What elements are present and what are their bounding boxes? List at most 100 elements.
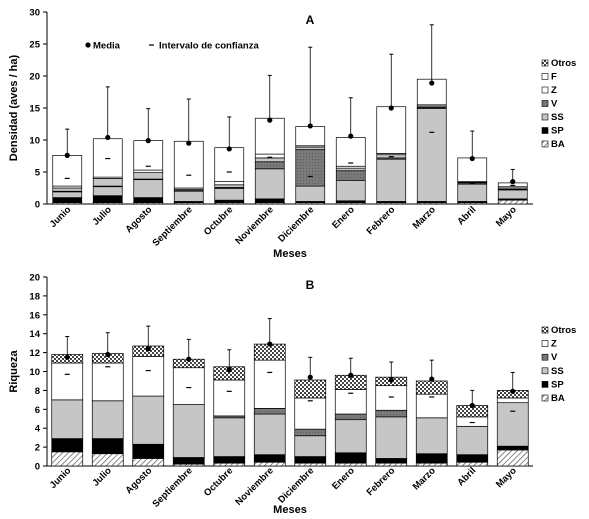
bar-segment-v — [295, 149, 326, 187]
mean-marker — [267, 341, 273, 347]
bar-stack — [51, 354, 84, 467]
x-tick-label: Julio — [90, 204, 114, 228]
bar-segment-z — [253, 359, 286, 409]
bar-segment-sp — [92, 195, 123, 204]
bar-segment-z — [133, 169, 164, 173]
bar-segment-ba — [334, 462, 367, 467]
x-tick-label: Mayo — [494, 465, 519, 490]
bar-segment-ss2 — [214, 184, 245, 188]
bar-stack — [415, 380, 448, 467]
bar-segment-ss — [376, 158, 407, 202]
bar-segment-z — [496, 397, 529, 404]
legend-label: SP — [551, 126, 564, 137]
bar-segment-sp — [334, 452, 367, 464]
x-tick-label: Enero — [330, 204, 357, 231]
mean-marker — [348, 372, 354, 378]
panel-title: A — [306, 13, 315, 27]
bar-stack — [375, 376, 408, 467]
y-tick-label: 0 — [35, 200, 40, 211]
legend-swatch — [541, 353, 549, 361]
bar-segment-f — [173, 140, 204, 189]
legend-label: Z — [551, 85, 557, 96]
bar-stack — [132, 345, 165, 467]
bar-segment-z — [172, 367, 205, 405]
x-tick-label: Diciembre — [276, 204, 316, 244]
bar-stack — [497, 182, 528, 205]
bar-stack — [52, 155, 83, 205]
bar-segment-v — [294, 428, 327, 437]
bar-segment-ss — [456, 425, 489, 456]
mean-marker — [429, 376, 435, 382]
bar-segment-ss — [172, 404, 205, 458]
bar-segment-ss — [496, 402, 529, 447]
y-axis-label: Riqueza — [8, 350, 20, 393]
bar-segment-z — [91, 362, 124, 402]
y-tick-label: 5 — [35, 168, 41, 179]
x-tick-label: Octubre — [202, 204, 236, 238]
bar-segment-ba — [294, 462, 327, 467]
bar-segment-f — [295, 126, 326, 147]
bar-segment-sp — [456, 454, 489, 463]
mean-marker — [267, 117, 273, 123]
bar-stack — [92, 138, 123, 205]
bar-segment-v — [335, 170, 366, 181]
legend-swatch — [541, 113, 549, 121]
bar-stack — [133, 140, 164, 205]
x-tick-label: Abril — [455, 204, 478, 227]
bar-segment-ss — [91, 400, 124, 439]
bar-segment-f — [214, 147, 245, 182]
bar-segment-v — [254, 161, 285, 170]
mean-marker — [145, 346, 151, 352]
legend-label: Otros — [551, 58, 576, 69]
bar-stack — [173, 140, 204, 205]
bar-stack — [457, 157, 488, 205]
y-tick-label: 14 — [29, 329, 40, 340]
mean-marker — [307, 374, 313, 380]
bar-segment-z — [213, 379, 246, 417]
bar-stack — [376, 106, 407, 205]
y-tick-label: 10 — [29, 367, 40, 378]
bar-segment-ba — [456, 461, 489, 467]
bar-stack — [335, 137, 366, 205]
mean-marker — [64, 354, 70, 360]
y-tick-label: 10 — [29, 136, 40, 147]
bar-segment-otros — [415, 380, 448, 395]
panel-a: 0 5 10 15 20 25 30 A Densidad (aves / ha) Meses Ju… — [8, 8, 576, 261]
mean-marker — [105, 351, 111, 358]
x-axis-label: Meses — [273, 248, 307, 260]
x-tick-label: Febrero — [365, 465, 398, 498]
bar-segment-ss2 — [52, 187, 83, 192]
bar-segment-sp — [496, 445, 529, 451]
legend-swatch — [541, 326, 549, 334]
bar-segment-f — [376, 106, 407, 154]
panel-title: B — [306, 278, 315, 292]
x-tick-label: Septiembre — [151, 204, 195, 248]
bar-segment-ss — [375, 416, 408, 459]
bar-segment-ss — [415, 417, 448, 455]
bar-segment-sp — [172, 457, 205, 465]
bar-segment-z — [456, 416, 489, 427]
bar-segment-sp — [133, 197, 164, 204]
y-tick-label: 16 — [29, 310, 40, 321]
y-tick-label: 25 — [29, 40, 40, 51]
x-tick-label: Agosto — [123, 465, 154, 496]
bar-stack — [253, 343, 286, 467]
bar-segment-ss — [92, 186, 123, 197]
bar-segment-ss — [132, 395, 165, 445]
bar-segment-f — [335, 137, 366, 167]
bar-segment-sp — [375, 458, 408, 464]
legend-label: SS — [551, 112, 564, 123]
legend-swatch — [541, 59, 549, 67]
mean-marker — [429, 80, 435, 86]
bar-segment-ss2 — [133, 172, 164, 180]
legend-ci-label: Intervalo de confianza — [159, 41, 259, 52]
legend-swatch — [541, 100, 549, 107]
bar-segment-ba — [375, 462, 408, 467]
legend-label: Otros — [551, 325, 576, 336]
x-tick-label: Junio — [48, 465, 74, 491]
bar-segment-f — [52, 155, 83, 187]
bar-segment-ss — [457, 183, 488, 202]
bar-segment-z — [294, 397, 327, 430]
legend-swatch — [541, 367, 549, 375]
